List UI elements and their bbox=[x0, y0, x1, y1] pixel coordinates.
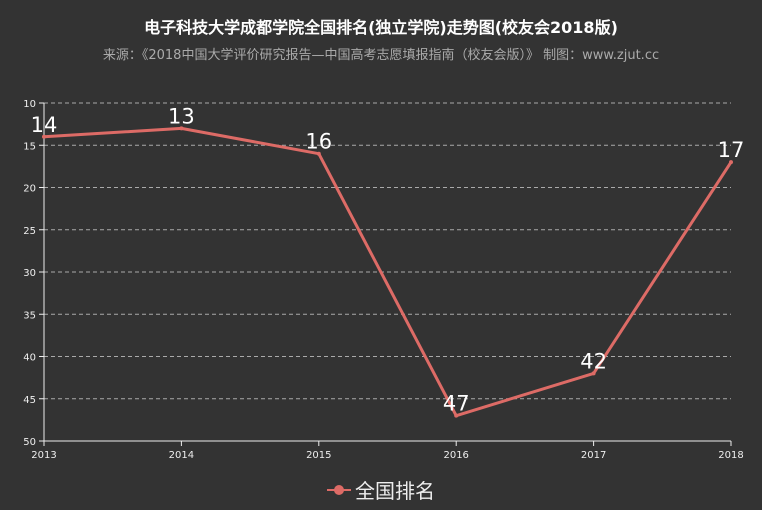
x-tick-label: 2017 bbox=[581, 450, 606, 461]
data-point bbox=[42, 134, 46, 139]
legend[interactable]: 全国排名 bbox=[0, 475, 762, 504]
y-tick-label: 40 bbox=[23, 353, 36, 364]
x-tick-label: 2018 bbox=[718, 450, 743, 461]
data-label: 17 bbox=[718, 138, 745, 162]
x-tick-label: 2016 bbox=[443, 450, 468, 461]
legend-label: 全国排名 bbox=[355, 479, 435, 503]
data-point bbox=[316, 151, 321, 156]
x-tick-label: 2015 bbox=[306, 450, 331, 461]
data-label: 14 bbox=[31, 113, 58, 137]
data-point bbox=[179, 126, 184, 131]
y-tick-label: 50 bbox=[23, 437, 36, 448]
y-tick-label: 25 bbox=[23, 226, 36, 237]
data-point bbox=[729, 160, 733, 165]
y-tick-label: 15 bbox=[23, 141, 36, 152]
line-chart: 10 15 20 25 30 35 40 45 50 2013 2014 2015 2016 2017 20… bbox=[23, 99, 745, 461]
data-label: 42 bbox=[580, 349, 607, 373]
x-tick-label: 2013 bbox=[31, 450, 56, 461]
data-label: 16 bbox=[305, 130, 332, 154]
y-tick-label: 10 bbox=[23, 99, 36, 110]
chart-title: 电子科技大学成都学院全国排名(独立学院)走势图(校友会2018版) bbox=[144, 18, 618, 37]
data-point bbox=[591, 371, 596, 376]
y-tick-label: 30 bbox=[23, 268, 36, 279]
y-tick-label: 35 bbox=[23, 310, 36, 321]
data-label: 47 bbox=[443, 392, 470, 416]
series-line bbox=[43, 126, 733, 418]
data-point bbox=[454, 413, 459, 418]
data-label: 13 bbox=[168, 104, 195, 128]
chart-subtitle: 来源：《2018中国大学评价研究报告—中国高考志愿填报指南（校友会版）》 制图：… bbox=[102, 48, 660, 63]
x-tick-label: 2014 bbox=[169, 450, 194, 461]
legend-marker-icon bbox=[327, 481, 351, 499]
y-tick-label: 45 bbox=[23, 395, 36, 406]
y-tick-label: 20 bbox=[23, 184, 36, 195]
